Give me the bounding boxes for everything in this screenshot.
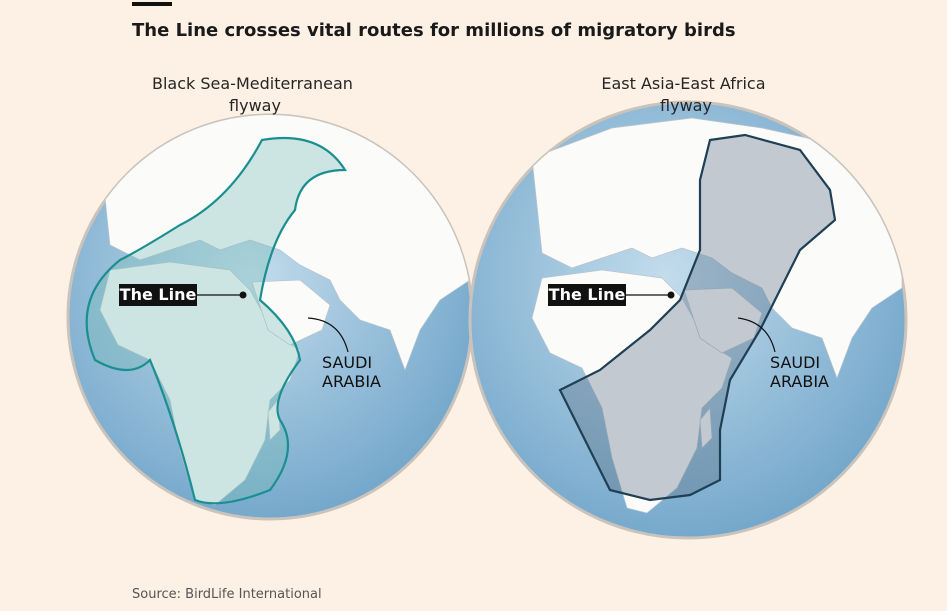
line-label-box	[119, 284, 197, 306]
text-line: ARABIA	[322, 372, 381, 391]
globe-left	[66, 113, 474, 521]
text-line: flyway	[229, 96, 281, 115]
country-label: SAUDI ARABIA	[770, 353, 829, 391]
flyway-outline	[558, 133, 837, 502]
title-rule	[132, 2, 172, 6]
text-line: SAUDI	[322, 353, 372, 372]
flyway-outline	[85, 136, 347, 505]
line-label: The Line	[549, 285, 626, 304]
globe-right	[468, 100, 908, 540]
country-label: SAUDI ARABIA	[322, 353, 381, 391]
text-line: flyway	[660, 96, 712, 115]
text-line: Black Sea-Mediterranean	[152, 74, 353, 93]
source: Source: BirdLife International	[132, 587, 322, 602]
line-label-box	[548, 284, 626, 306]
title: The Line crosses vital routes for millio…	[132, 20, 736, 41]
text-line: East Asia-East Africa	[601, 74, 765, 93]
panel-title: East Asia-East Africa flyway	[601, 74, 770, 115]
text-line: SAUDI	[770, 353, 820, 372]
line-label: The Line	[120, 285, 197, 304]
text-line: ARABIA	[770, 372, 829, 391]
panel-title: Black Sea-Mediterranean flyway	[152, 74, 358, 115]
